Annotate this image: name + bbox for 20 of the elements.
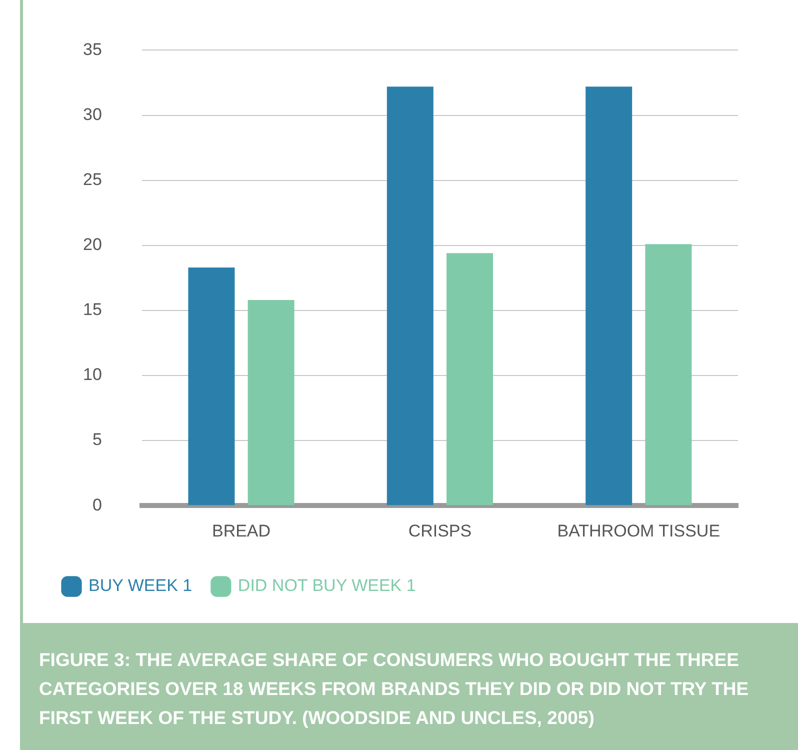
legend-label: DID NOT BUY WEEK 1 [238, 576, 416, 596]
bar [248, 300, 294, 506]
x-tick-label: BREAD [212, 521, 271, 540]
y-tick-label: 10 [82, 365, 102, 384]
bar [586, 86, 632, 506]
y-tick-label: 0 [92, 495, 102, 514]
bar [386, 86, 434, 506]
y-tick-label: 25 [82, 170, 102, 189]
bar [446, 253, 494, 506]
y-tick-label: 20 [82, 235, 102, 254]
y-tick-label: 15 [82, 300, 102, 320]
bar [645, 244, 692, 506]
y-tick-label: 5 [92, 430, 102, 450]
bar [188, 267, 235, 506]
x-tick-label: BATHROOM TISSUE [557, 521, 720, 540]
caption: FIGURE 3: THE AVERAGE SHARE OF CONSUMERS WHO BOUGHT THE THREE CATEGORIES OVER 18 WEEKS FROM BRANDS THEY DID OR DID NOT TRY THE FIRST WEEK OF THE STUDY. (WOODSIDE AND UNCLES, 2005) [23, 623, 798, 750]
y-tick-label: 35 [82, 40, 102, 59]
legend-label: BUY WEEK 1 [88, 576, 192, 596]
x-tick-label: CRISPS [408, 521, 472, 540]
y-tick-label: 30 [82, 104, 102, 124]
